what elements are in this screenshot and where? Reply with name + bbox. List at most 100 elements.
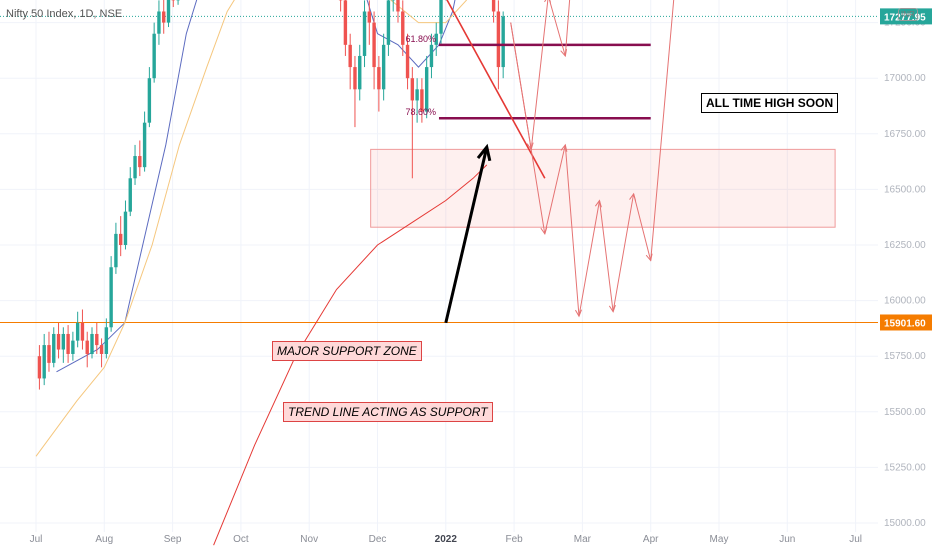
candle <box>95 322 99 354</box>
candle-body <box>491 0 496 12</box>
all-time-high-label: ALL TIME HIGH SOON <box>701 93 839 113</box>
chart-title: Nifty 50 Index, 1D, NSE <box>6 8 123 20</box>
candle <box>109 256 113 332</box>
candle <box>391 0 395 12</box>
candle-body <box>405 44 410 79</box>
fib-label: 61.80% <box>405 34 436 44</box>
candle <box>176 0 180 5</box>
candle-body <box>343 0 348 45</box>
candle <box>424 55 429 119</box>
candle <box>367 0 372 45</box>
candle <box>491 0 496 23</box>
candle <box>401 0 405 56</box>
candle-body <box>95 333 99 346</box>
candle <box>71 331 75 361</box>
candle <box>358 44 362 101</box>
candle-body <box>410 78 415 101</box>
price-tick-label: 15750.00 <box>884 351 926 362</box>
candle-body <box>429 44 434 68</box>
candle <box>353 55 357 128</box>
candle-body <box>377 67 381 90</box>
candle-body <box>415 89 419 101</box>
candle <box>162 0 166 34</box>
grid <box>0 0 878 532</box>
candle-body <box>496 11 501 68</box>
candle <box>429 33 434 79</box>
time-tick-label: Jun <box>779 534 795 545</box>
price-tick-label: 15500.00 <box>884 407 926 418</box>
fibonacci-levels: 50.00%61.80%78.60% <box>405 34 651 120</box>
time-tick-label: Apr <box>643 534 659 545</box>
trend-line-segment <box>446 0 546 179</box>
candle-body <box>37 356 42 379</box>
candle-body <box>42 345 46 379</box>
candle <box>80 309 85 350</box>
candle <box>123 200 128 250</box>
candle-body <box>157 11 161 34</box>
candle-body <box>56 333 61 350</box>
candle <box>434 22 438 56</box>
time-tick-label: Aug <box>95 534 113 545</box>
price-level-tag <box>880 314 932 331</box>
moving-average-line <box>35 0 468 457</box>
candle <box>56 322 61 359</box>
price-tick-label: 15000.00 <box>884 518 926 529</box>
time-tick-label: May <box>710 534 729 545</box>
price-level-lines <box>0 15 878 323</box>
annotation-arrow <box>444 143 492 324</box>
candle-body <box>61 333 66 350</box>
major-support-zone-label: MAJOR SUPPORT ZONE <box>272 341 422 361</box>
arrow-head <box>544 0 552 3</box>
candle-body <box>47 345 51 363</box>
candle <box>157 0 161 45</box>
time-tick-label: Oct <box>233 534 249 545</box>
price-level-value: 15901.60 <box>884 318 926 329</box>
candle <box>37 345 42 390</box>
candle-body <box>66 333 70 354</box>
candle-body <box>501 16 505 68</box>
fib-label: 78.60% <box>405 107 436 117</box>
candle-body <box>99 345 104 354</box>
candle-body <box>71 340 75 354</box>
candle-body <box>147 78 152 123</box>
candle-body <box>386 0 391 45</box>
candle <box>61 327 66 363</box>
candle-body <box>358 55 362 90</box>
candle-body <box>162 11 166 23</box>
candle <box>118 216 123 257</box>
candle <box>142 111 147 172</box>
price-level-tag <box>880 8 932 25</box>
candle <box>381 33 386 101</box>
candle-body <box>118 233 123 245</box>
price-tick-label: 16500.00 <box>884 184 926 195</box>
candle-body <box>362 11 367 56</box>
arrow-head <box>560 48 568 58</box>
arrow-head <box>540 227 548 236</box>
candle <box>415 78 419 123</box>
arrow-head <box>476 143 492 162</box>
time-axis[interactable]: Jul Aug Sep Oct Nov Dec 2022 Feb Mar Apr May Jun Jul <box>30 534 862 545</box>
candle-body <box>401 11 405 45</box>
projection-paths <box>510 0 675 318</box>
price-tick-label: 15250.00 <box>884 462 926 473</box>
price-axis[interactable]: 15000.00 15250.00 15500.00 15750.00 16000.00… <box>880 0 932 550</box>
candle <box>405 33 410 90</box>
candle <box>343 0 348 56</box>
candle <box>90 327 94 359</box>
candle-body <box>138 156 142 168</box>
candle <box>128 167 132 217</box>
candle <box>133 144 137 185</box>
arrow-head <box>594 199 602 208</box>
candle <box>75 311 80 348</box>
candle-body <box>90 333 94 354</box>
candle <box>52 327 56 368</box>
candle-body <box>348 44 352 68</box>
candle-body <box>75 322 80 341</box>
candle-body <box>114 233 118 268</box>
projection-path <box>510 0 571 150</box>
price-level-value: 17277.95 <box>884 12 926 23</box>
candle-body <box>367 11 372 23</box>
price-tick-label: 16750.00 <box>884 129 926 140</box>
currency-badge[interactable]: INR <box>898 8 918 21</box>
